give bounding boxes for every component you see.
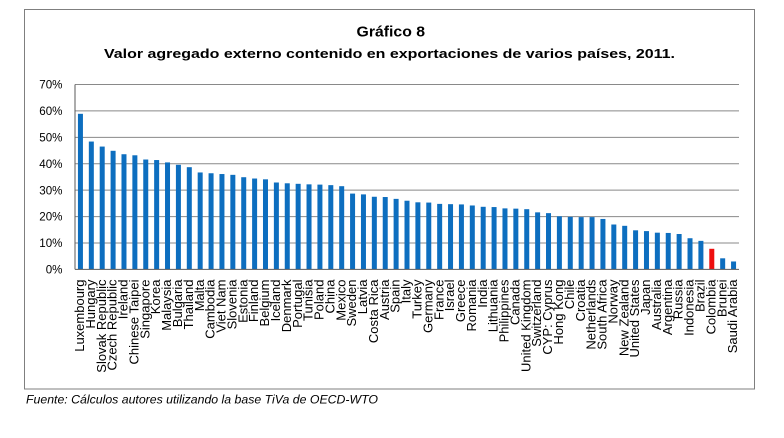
svg-text:New Zealand: New Zealand [616, 280, 631, 357]
svg-text:30%: 30% [39, 184, 62, 197]
svg-text:Canada: Canada [507, 279, 522, 325]
svg-text:China: China [322, 279, 337, 314]
svg-text:United States: United States [627, 279, 642, 358]
svg-text:60%: 60% [39, 105, 62, 118]
svg-text:Denmark: Denmark [279, 279, 294, 332]
svg-text:Austria: Austria [377, 279, 392, 320]
svg-text:Latvia: Latvia [355, 279, 370, 314]
svg-text:Israel: Israel [442, 279, 457, 311]
svg-text:United Kingdom: United Kingdom [518, 280, 533, 373]
svg-text:Mexico: Mexico [333, 280, 348, 321]
svg-text:Ireland: Ireland [116, 280, 131, 320]
svg-text:Greece: Greece [453, 280, 468, 323]
svg-text:Romania: Romania [464, 279, 479, 332]
svg-text:Iceland: Iceland [268, 280, 283, 322]
svg-text:Philippines: Philippines [497, 279, 512, 342]
svg-text:Norway: Norway [605, 279, 620, 324]
svg-text:Belgium: Belgium [257, 280, 272, 327]
svg-text:Sweden: Sweden [344, 280, 359, 327]
svg-text:Czech Republic: Czech Republic [105, 279, 120, 371]
svg-text:India: India [475, 279, 490, 308]
svg-text:Finland: Finland [246, 280, 261, 323]
svg-text:Italy: Italy [399, 279, 414, 303]
svg-text:Malta: Malta [192, 279, 207, 312]
svg-text:Portugal: Portugal [290, 279, 305, 328]
svg-text:France: France [431, 280, 446, 320]
svg-text:Hungary: Hungary [83, 279, 98, 329]
svg-text:Russia: Russia [671, 279, 686, 320]
svg-text:40%: 40% [39, 158, 62, 171]
svg-text:70%: 70% [39, 79, 62, 92]
svg-text:Viet Nam: Viet Nam [214, 280, 229, 333]
svg-text:Slovenia: Slovenia [224, 279, 239, 330]
svg-text:Bulgaria: Bulgaria [170, 279, 185, 327]
svg-text:Brunei: Brunei [714, 279, 729, 317]
svg-text:Colombia: Colombia [703, 279, 718, 335]
svg-text:Turkey: Turkey [409, 279, 424, 319]
svg-text:Saudi Arabia: Saudi Arabia [725, 279, 740, 353]
svg-text:Gráfico 8: Gráfico 8 [357, 24, 426, 40]
svg-text:Fuente: Cálculos autores utili: Fuente: Cálculos autores utilizando la b… [26, 392, 379, 406]
svg-text:Luxembourg: Luxembourg [72, 280, 87, 352]
svg-text:Tunisia: Tunisia [301, 279, 316, 321]
svg-text:South Africa: South Africa [595, 279, 610, 350]
svg-text:Germany: Germany [420, 279, 435, 333]
svg-text:Switzerland: Switzerland [529, 280, 544, 347]
svg-text:Spain: Spain [388, 280, 403, 313]
svg-text:Indonesia: Indonesia [682, 279, 697, 336]
svg-text:20%: 20% [39, 211, 62, 224]
svg-text:10%: 10% [39, 237, 62, 250]
svg-text:Netherlands: Netherlands [584, 279, 599, 350]
svg-text:Brazil: Brazil [693, 279, 708, 312]
svg-text:Costa Rica: Costa Rica [366, 279, 381, 343]
svg-text:Japan: Japan [638, 280, 653, 315]
svg-text:Valor agregado externo conteni: Valor agregado externo contenido en expo… [104, 46, 675, 61]
svg-text:Cambodia: Cambodia [203, 279, 218, 339]
svg-text:Thailand: Thailand [181, 280, 196, 330]
svg-text:Estonia: Estonia [235, 279, 250, 323]
svg-text:Argentina: Argentina [660, 279, 675, 335]
svg-text:Korea: Korea [148, 279, 163, 314]
svg-text:50%: 50% [39, 131, 62, 144]
svg-text:Malaysia: Malaysia [159, 279, 174, 331]
svg-text:CYP: Cyprus: CYP: Cyprus [540, 279, 555, 355]
svg-text:Chile: Chile [562, 280, 577, 310]
svg-text:Poland: Poland [312, 280, 327, 320]
svg-text:Chinese Taipei: Chinese Taipei [126, 279, 141, 364]
svg-text:Hong Kong: Hong Kong [551, 280, 566, 345]
svg-text:Slovak Republic: Slovak Republic [94, 279, 109, 373]
svg-text:Australia: Australia [649, 279, 664, 330]
svg-text:Croatia: Croatia [573, 279, 588, 322]
svg-text:Singapore: Singapore [137, 280, 152, 339]
svg-text:Lithuania: Lithuania [486, 279, 501, 333]
svg-text:0%: 0% [46, 264, 63, 277]
